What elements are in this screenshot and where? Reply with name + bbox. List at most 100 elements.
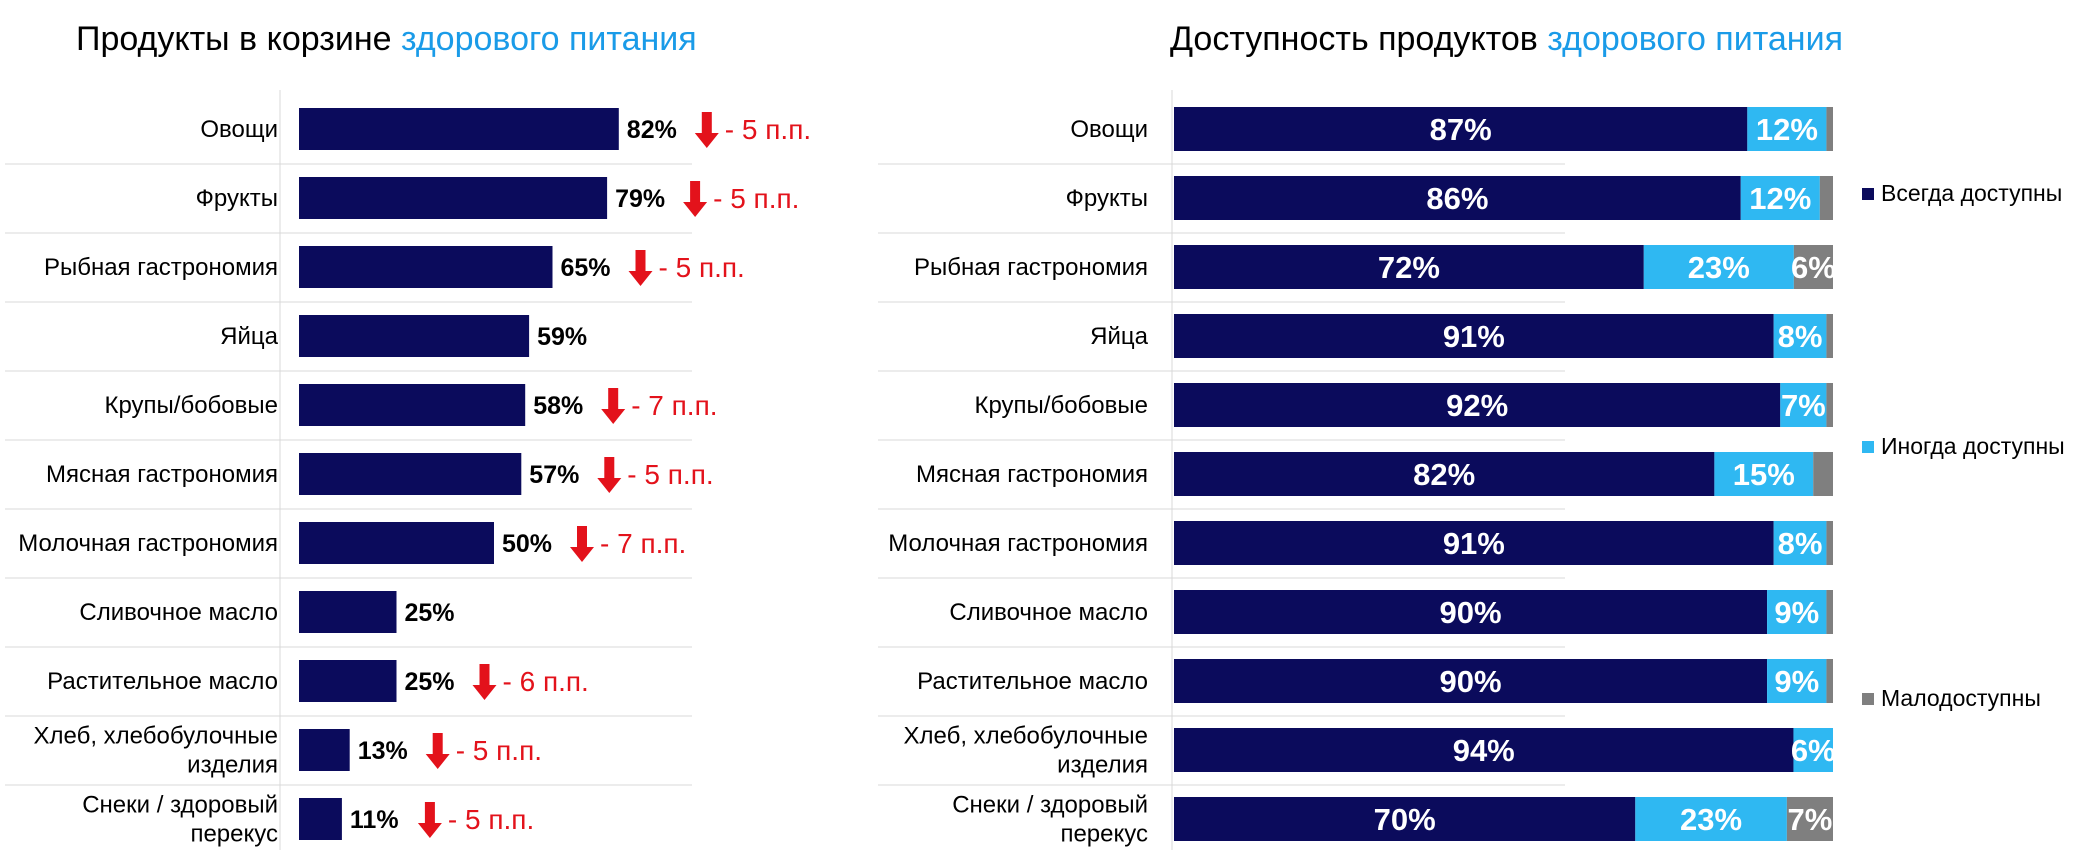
category-label: Снеки / здоровый перекус	[82, 792, 278, 848]
value-label: 13%	[358, 737, 408, 765]
stacked-segment	[1773, 314, 1827, 358]
category-label-line: Растительное масло	[47, 668, 278, 695]
stacked-segment	[1826, 107, 1833, 151]
category-label-line: изделия	[1057, 752, 1148, 779]
category-label: Фрукты	[1066, 185, 1148, 212]
segment-label: 23%	[1688, 250, 1750, 285]
category-label: Сливочное масло	[79, 599, 278, 626]
bar	[299, 729, 350, 771]
segment-label: 8%	[1778, 319, 1823, 354]
legend-label: Всегда доступны	[1881, 180, 2063, 206]
category-label-line: Яйца	[220, 323, 278, 350]
legend-swatch	[1862, 440, 1874, 453]
segment-label: 9%	[1774, 595, 1819, 630]
delta-label: - 5 п.п.	[627, 459, 713, 490]
stacked-segment	[1740, 176, 1820, 220]
stacked-segment	[1786, 797, 1833, 841]
segment-label: 6%	[1791, 250, 1836, 285]
segment-label: 12%	[1749, 181, 1811, 216]
legend-label: Иногда доступны	[1881, 433, 2065, 459]
segment-label: 7%	[1781, 388, 1826, 423]
stacked-segment	[1174, 314, 1774, 358]
category-label-line: Снеки / здоровый	[952, 792, 1148, 819]
stacked-segment	[1780, 383, 1827, 427]
right-chart-title: Доступность продуктов здорового питания	[1170, 20, 1843, 59]
stacked-segment	[1174, 176, 1741, 220]
category-label-line: Хлеб, хлебобулочные	[34, 723, 279, 750]
delta-label: - 5 п.п.	[448, 804, 534, 835]
segment-label: 94%	[1453, 733, 1515, 768]
arrow-down-icon	[683, 181, 708, 217]
category-label-line: Мясная гастрономия	[46, 461, 278, 488]
stacked-segment	[1174, 521, 1774, 565]
bar	[299, 384, 526, 426]
arrow-down-icon	[601, 388, 626, 424]
category-label: Овощи	[1070, 116, 1148, 143]
left-chart-title: Продукты в корзине здорового питания	[76, 20, 697, 59]
segment-label: 7%	[1788, 802, 1833, 837]
category-label: Молочная гастрономия	[18, 530, 278, 557]
category-label-line: Снеки / здоровый	[82, 792, 278, 819]
category-label-line: Фрукты	[196, 185, 278, 212]
segment-label: 9%	[1774, 664, 1819, 699]
stacked-segment	[1826, 659, 1833, 703]
category-label-line: Крупы/бобовые	[974, 392, 1148, 419]
legend-item: Всегда доступны	[1862, 180, 2062, 207]
category-label: Овощи	[200, 116, 278, 143]
category-label-line: Рыбная гастрономия	[44, 254, 278, 281]
category-label-line: Овощи	[1070, 116, 1148, 143]
arrow-down-icon	[570, 526, 594, 562]
category-label: Мясная гастрономия	[46, 461, 278, 488]
stacked-segment	[1767, 659, 1827, 703]
category-label: Яйца	[1090, 323, 1148, 350]
category-label-line: Молочная гастрономия	[888, 530, 1148, 557]
stacked-segment	[1767, 590, 1827, 634]
legend-swatch	[1862, 187, 1874, 200]
category-label: Хлеб, хлебобулочные изделия	[904, 723, 1149, 779]
segment-label: 91%	[1443, 526, 1505, 561]
right-title-main: Доступность продуктов	[1170, 20, 1538, 58]
value-label: 57%	[529, 461, 579, 489]
segment-label: 87%	[1430, 112, 1492, 147]
stacked-segment	[1773, 521, 1827, 565]
stacked-segment	[1813, 452, 1833, 496]
category-label-line: Сливочное масло	[79, 599, 278, 626]
segment-label: 92%	[1446, 388, 1508, 423]
bar	[299, 660, 397, 702]
segment-label: 72%	[1378, 250, 1440, 285]
category-label: Растительное масло	[917, 668, 1148, 695]
stacked-segment	[1174, 245, 1644, 289]
stacked-segment	[1174, 452, 1715, 496]
category-label: Растительное масло	[47, 668, 278, 695]
arrow-down-icon	[628, 250, 653, 286]
bar	[299, 177, 608, 219]
stacked-segment	[1819, 176, 1833, 220]
value-label: 79%	[615, 185, 665, 213]
category-label-line: перекус	[1060, 821, 1148, 848]
category-label: Сливочное масло	[949, 599, 1148, 626]
value-label: 82%	[627, 116, 677, 144]
segment-label: 86%	[1426, 181, 1488, 216]
bar	[299, 798, 342, 840]
segment-label: 90%	[1440, 595, 1502, 630]
delta-label: - 5 п.п.	[713, 183, 799, 214]
stacked-segment	[1174, 107, 1748, 151]
category-label-line: Сливочное масло	[949, 599, 1148, 626]
category-label-line: Фрукты	[1066, 185, 1148, 212]
arrow-down-icon	[694, 112, 719, 148]
category-label-line: Мясная гастрономия	[916, 461, 1148, 488]
bar	[299, 108, 619, 150]
value-label: 25%	[405, 599, 455, 627]
left-title-main: Продукты в корзине	[76, 20, 392, 58]
bar	[299, 246, 553, 288]
segment-label: 70%	[1374, 802, 1436, 837]
value-label: 65%	[561, 254, 611, 282]
stacked-segment	[1826, 314, 1833, 358]
category-label: Снеки / здоровый перекус	[952, 792, 1148, 848]
category-label-line: Хлеб, хлебобулочные	[904, 723, 1149, 750]
value-label: 50%	[502, 530, 552, 558]
category-label: Хлеб, хлебобулочные изделия	[34, 723, 279, 779]
category-label: Фрукты	[196, 185, 278, 212]
stacked-segment	[1174, 728, 1794, 772]
